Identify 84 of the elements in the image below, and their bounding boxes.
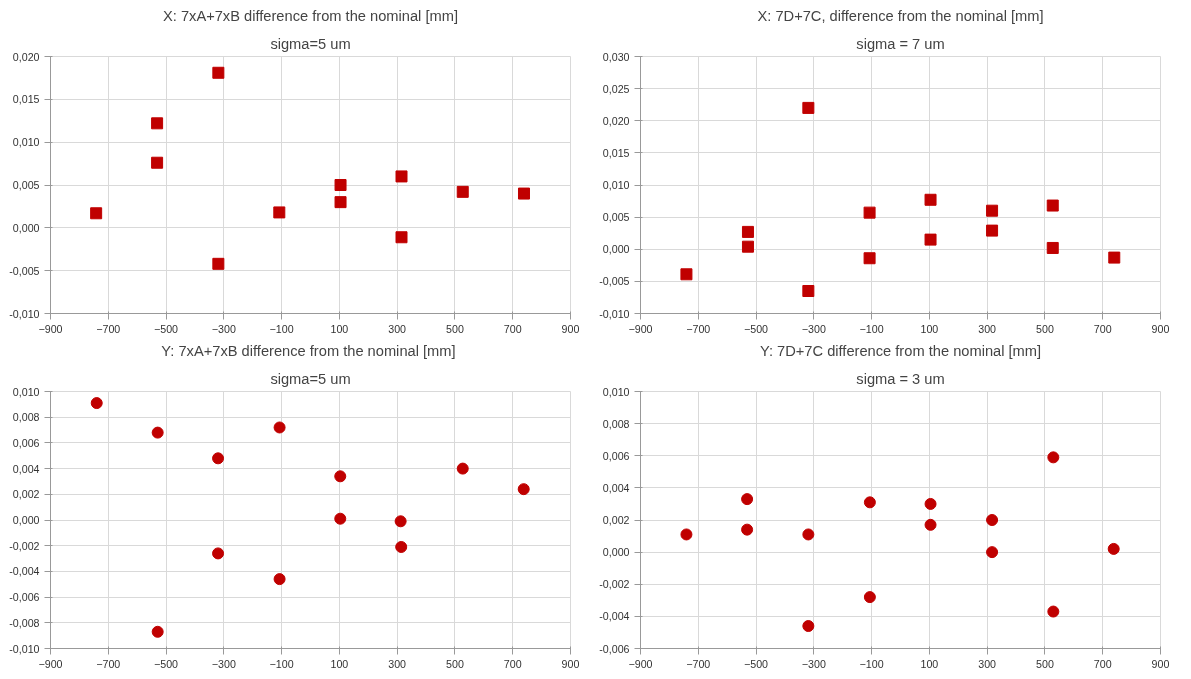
x-tick-label: 300 bbox=[978, 657, 997, 670]
x-tick-label: −300 bbox=[211, 657, 236, 670]
x-tick-label: 300 bbox=[388, 657, 407, 670]
y-tick-label: 0,010 bbox=[602, 179, 630, 191]
y-tick-label: 0,020 bbox=[12, 50, 40, 63]
x-tick-label: −700 bbox=[96, 322, 121, 335]
x-tick-label: 700 bbox=[1093, 657, 1112, 670]
y-tick-label: 0,010 bbox=[12, 136, 40, 149]
y-tick-label: 0,004 bbox=[12, 462, 40, 475]
y-tick-label: 0,000 bbox=[602, 546, 630, 559]
x-tick-label: 100 bbox=[920, 657, 939, 670]
chart-title: Y: 7xA+7xB difference from the nominal [mm] bbox=[161, 342, 456, 359]
y-tick-label: 0,030 bbox=[602, 50, 630, 63]
x-tick-label: −300 bbox=[801, 322, 826, 335]
y-tick-label: 0,020 bbox=[602, 114, 630, 127]
chart-subtitle: sigma = 7 um bbox=[856, 35, 945, 52]
y-tick-label: -0,002 bbox=[599, 578, 630, 591]
y-tick-label: 0,010 bbox=[602, 385, 630, 398]
y-tick-label: -0,005 bbox=[599, 275, 630, 288]
x-tick-label: 100 bbox=[920, 322, 939, 335]
y-tick-label: 0,006 bbox=[602, 449, 630, 462]
y-tick-label: 0,010 bbox=[12, 385, 40, 398]
x-tick-label: 700 bbox=[503, 322, 522, 335]
y-tick-label: 0,002 bbox=[602, 514, 630, 526]
y-tick-label: 0,008 bbox=[602, 417, 630, 430]
y-tick-label: -0,006 bbox=[9, 591, 40, 604]
x-tick-label: −100 bbox=[269, 322, 294, 335]
x-tick-label: −500 bbox=[744, 657, 769, 670]
x-tick-label: 700 bbox=[1093, 322, 1112, 335]
y-tick-label: 0,002 bbox=[12, 488, 40, 501]
x-tick-label: −700 bbox=[686, 657, 711, 670]
x-tick-label: 900 bbox=[561, 322, 580, 335]
y-tick-label: -0,005 bbox=[9, 264, 40, 277]
x-tick-label: 900 bbox=[1151, 322, 1170, 335]
y-tick-label: -0,002 bbox=[9, 539, 40, 552]
x-tick-label: 300 bbox=[978, 322, 997, 335]
y-tick-label: 0,006 bbox=[12, 436, 40, 449]
chart-subtitle: sigma = 3 um bbox=[856, 370, 945, 387]
y-tick-label: 0,005 bbox=[602, 211, 630, 224]
y-tick-label: 0,015 bbox=[602, 146, 630, 159]
y-tick-label: -0,010 bbox=[9, 307, 40, 320]
x-tick-label: −700 bbox=[686, 322, 711, 335]
y-tick-label: -0,004 bbox=[599, 610, 630, 623]
x-tick-label: −500 bbox=[744, 322, 769, 335]
x-tick-label: 900 bbox=[561, 657, 580, 670]
x-tick-label: −700 bbox=[96, 657, 121, 670]
chart-title: X: 7D+7C, difference from the nominal [mm] bbox=[757, 7, 1044, 24]
x-tick-label: −300 bbox=[211, 322, 236, 335]
y-tick-label: 0,000 bbox=[12, 514, 40, 526]
y-tick-label: -0,004 bbox=[9, 565, 40, 578]
y-tick-label: 0,000 bbox=[602, 243, 630, 256]
y-tick-label: -0,010 bbox=[599, 307, 630, 320]
chart-title: Y: 7D+7C difference from the nominal [mm] bbox=[759, 342, 1042, 359]
x-tick-label: −900 bbox=[628, 322, 653, 335]
chart-title: X: 7xA+7xB difference from the nominal [mm] bbox=[162, 7, 459, 24]
x-tick-label: 500 bbox=[1036, 657, 1054, 670]
y-tick-label: 0,005 bbox=[12, 179, 40, 191]
x-tick-label: 500 bbox=[446, 322, 464, 335]
y-tick-label: 0,025 bbox=[602, 82, 630, 95]
x-tick-label: 100 bbox=[330, 322, 349, 335]
y-tick-label: 0,008 bbox=[12, 411, 40, 424]
x-tick-label: −900 bbox=[38, 657, 63, 670]
chart-subtitle: sigma=5 um bbox=[270, 35, 351, 52]
y-tick-label: -0,010 bbox=[9, 642, 40, 655]
x-tick-label: −100 bbox=[269, 657, 294, 670]
x-tick-label: −900 bbox=[628, 657, 653, 670]
y-tick-label: -0,006 bbox=[599, 642, 630, 655]
y-tick-label: 0,004 bbox=[602, 481, 630, 494]
y-tick-label: 0,000 bbox=[12, 221, 40, 234]
x-tick-label: −500 bbox=[154, 322, 179, 335]
x-tick-label: −500 bbox=[154, 657, 179, 670]
x-tick-label: 500 bbox=[446, 657, 464, 670]
x-tick-label: −300 bbox=[801, 657, 826, 670]
x-tick-label: 100 bbox=[330, 657, 349, 670]
x-tick-label: 300 bbox=[388, 322, 407, 335]
x-tick-label: −900 bbox=[38, 322, 63, 335]
x-tick-label: −100 bbox=[859, 322, 884, 335]
x-tick-label: 700 bbox=[503, 657, 522, 670]
chart-subtitle: sigma=5 um bbox=[270, 370, 351, 387]
x-tick-label: −100 bbox=[859, 657, 884, 670]
x-tick-label: 500 bbox=[1036, 322, 1054, 335]
y-tick-label: 0,015 bbox=[12, 93, 40, 106]
x-tick-label: 900 bbox=[1151, 657, 1170, 670]
y-tick-label: -0,008 bbox=[9, 616, 40, 629]
